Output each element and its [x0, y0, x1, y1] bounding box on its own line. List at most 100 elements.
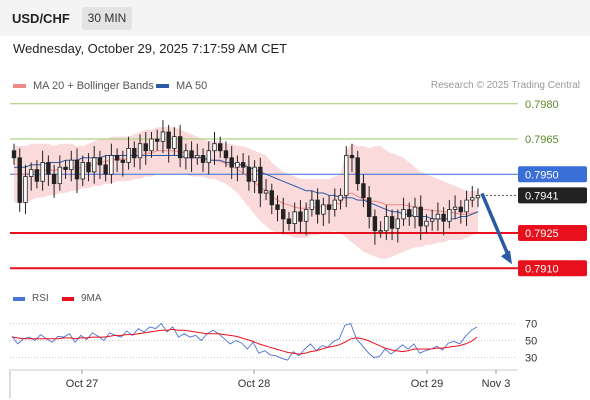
candle-body	[212, 143, 217, 152]
candle-body	[344, 155, 349, 196]
bollinger-band-area	[14, 127, 478, 259]
candle-body	[166, 131, 171, 149]
nine-ma-legend-label: 9MA	[81, 293, 102, 304]
symbol-label: USD/CHF	[12, 11, 70, 26]
candle-body	[475, 194, 481, 199]
legend-ma20: MA 20 + Bollinger Bands	[13, 80, 154, 92]
candle-body	[132, 147, 137, 159]
candle-body	[200, 155, 206, 163]
candle-body	[143, 143, 148, 152]
ma50-legend-label: MA 50	[176, 80, 208, 92]
candle-body	[349, 155, 355, 159]
last-price-label-box	[518, 187, 587, 204]
legend-ma50: MA 50	[156, 80, 207, 92]
candle-body	[418, 206, 423, 227]
candle-body	[11, 150, 17, 159]
candle-body	[240, 162, 246, 168]
candle-body	[458, 206, 464, 213]
candle-body	[23, 176, 28, 203]
candle-body	[355, 157, 360, 185]
candle-body	[195, 155, 200, 159]
candle-body	[235, 162, 240, 168]
candle-body	[206, 150, 211, 163]
candle-body	[384, 216, 389, 232]
candle-body	[34, 169, 40, 182]
candle-body	[441, 213, 446, 222]
candle-body	[126, 147, 131, 163]
candle-body	[258, 166, 263, 194]
credit-text: Research © 2025 Trading Central	[430, 80, 580, 91]
candle-body	[189, 150, 194, 159]
candle-body	[464, 199, 469, 213]
candle-body	[407, 209, 412, 217]
candle-body	[275, 204, 280, 210]
candle-body	[223, 150, 229, 159]
rsi-legend-label: RSI	[32, 293, 49, 304]
candle-body	[28, 169, 34, 178]
candle-body	[470, 197, 475, 201]
candle-body	[91, 157, 97, 173]
candle-body	[160, 131, 166, 142]
candle-body	[269, 190, 274, 206]
x-tick-label: Nov 3	[482, 378, 511, 390]
legend-9ma: 9MA	[62, 293, 102, 304]
candle-body	[309, 199, 315, 210]
candle-body	[361, 183, 366, 199]
rsi-tick-label: 30	[525, 353, 537, 365]
candle-body	[149, 138, 154, 152]
candle-body	[57, 166, 63, 185]
candle-body	[97, 157, 103, 166]
candle-body	[424, 220, 429, 227]
candle-body	[69, 159, 74, 170]
candle-body	[435, 213, 441, 220]
candle-body	[80, 162, 85, 180]
pivot-label-box	[518, 166, 587, 183]
support-label: 0.7925	[525, 228, 559, 240]
candle-body	[395, 218, 401, 229]
candle-body	[218, 143, 223, 152]
candle-body	[303, 209, 309, 222]
last-price-label: 0.7941	[525, 190, 559, 202]
candle-body	[401, 209, 406, 220]
candle-body	[412, 206, 418, 217]
candle-body	[429, 218, 435, 222]
ma50-swatch	[156, 84, 169, 88]
candle-body	[109, 155, 114, 175]
support-label-box	[518, 225, 587, 241]
ma20-swatch	[13, 84, 26, 88]
candles-group	[11, 120, 481, 245]
candle-body	[246, 166, 252, 182]
candle-body	[17, 157, 22, 203]
rsi-swatch	[13, 296, 25, 301]
candle-body	[252, 166, 257, 182]
chart-header-bar: USD/CHF 30 MIN	[0, 0, 590, 36]
candle-body	[326, 204, 332, 210]
candle-body	[366, 197, 372, 217]
x-tick-label: Oct 28	[238, 378, 270, 390]
forecast-arrow-shaft	[480, 192, 511, 258]
candle-body	[114, 155, 120, 161]
candle-body	[389, 216, 395, 229]
candle-body	[172, 136, 177, 149]
rsi-tick-label: 50	[525, 336, 537, 348]
candle-body	[378, 230, 383, 233]
candle-body	[74, 159, 80, 180]
candle-body	[40, 162, 45, 182]
candle-body	[155, 138, 160, 142]
candle-body	[46, 162, 51, 175]
rsi-tick-label: 70	[525, 319, 537, 331]
candle-body	[51, 173, 57, 185]
timeframe-button[interactable]: 30 MIN	[82, 7, 132, 30]
rsi-line	[11, 322, 478, 361]
rsi-9ma-line	[11, 328, 478, 355]
candle-body	[281, 209, 286, 220]
candle-body	[63, 166, 68, 170]
candle-body	[286, 218, 292, 224]
support-label: 0.7910	[525, 263, 559, 275]
candle-body	[315, 199, 320, 215]
candle-body	[263, 190, 269, 194]
candle-body	[120, 159, 126, 163]
candle-body	[86, 162, 91, 173]
candle-body	[103, 164, 108, 175]
